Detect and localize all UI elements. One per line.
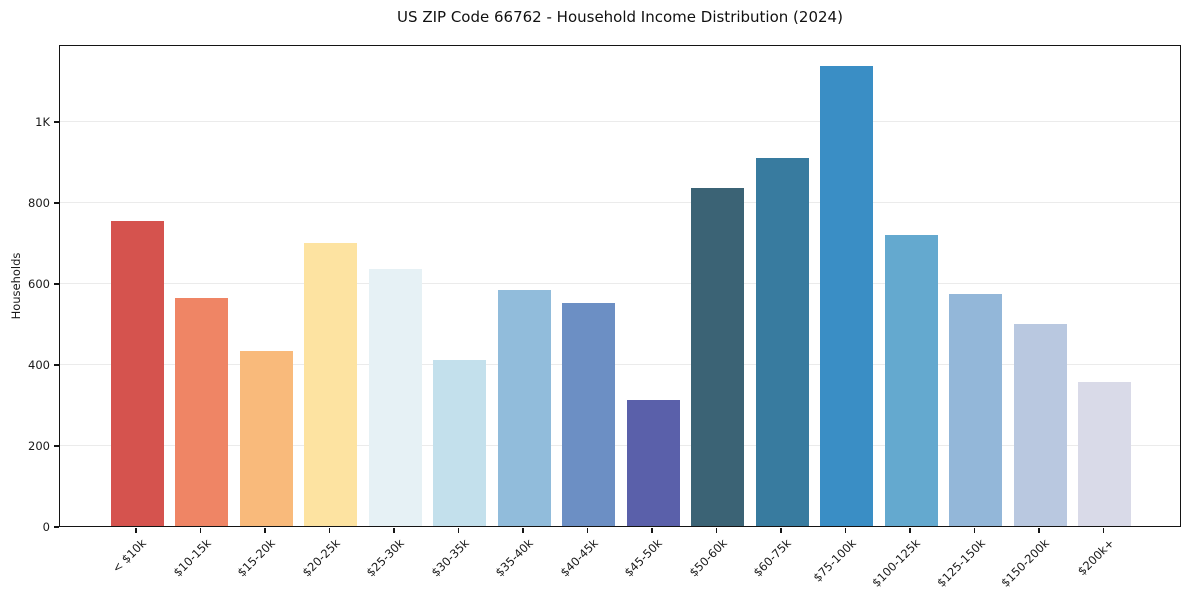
gridline-y-800 [60,201,1180,203]
bar-$200k+ [1078,382,1131,526]
bar-$45-50k [626,400,680,526]
y-tick-mark-600 [54,283,59,285]
bar-$75-100k [820,66,873,526]
x-tick-label-< $10k: < $10k [109,536,149,576]
bar-$60-75k [755,158,809,526]
bar-$150-200k [1013,324,1067,526]
x-tick-mark-$10-15k [199,528,202,533]
y-tick-label-800: 800 [28,195,50,210]
x-tick-label-$200k+: $200k+ [1074,536,1117,579]
x-tick-mark-$15-20k [264,528,266,533]
gridline-y-1000 [60,120,1180,122]
bar-$25-30k [368,269,422,526]
y-tick-label-0: 0 [42,519,50,534]
bar-$20-25k [304,243,357,526]
x-tick-label-$10-15k: $10-15k [169,536,214,580]
x-tick-mark-$20-25k [328,528,331,533]
x-tick-label-$150-200k: $150-200k [998,536,1052,590]
y-tick-mark-200 [54,445,59,447]
x-tick-label-$50-60k: $50-60k [685,536,730,580]
y-tick-label-200: 200 [28,438,50,453]
bar-$30-35k [433,360,486,526]
x-tick-mark-$25-30k [393,528,395,533]
y-tick-label-600: 600 [28,276,50,291]
bar-$15-20k [239,351,293,526]
x-tick-label-$15-20k: $15-20k [234,536,278,580]
x-tick-mark-$35-40k [522,528,524,533]
y-tick-label-1000: 1K [35,114,50,129]
x-tick-mark-$60-75k [780,528,782,533]
y-tick-mark-800 [54,202,59,204]
x-tick-mark-$50-60k [715,528,718,533]
y-tick-mark-1000 [54,121,59,123]
gridline-y-400 [60,363,1180,365]
bar-$125-150k [949,294,1002,526]
x-tick-label-$20-25k: $20-25k [298,536,343,580]
x-tick-label-$40-45k: $40-45k [556,536,601,580]
x-tick-label-$75-100k: $75-100k [809,536,859,585]
x-tick-mark-$30-35k [457,528,460,533]
x-tick-mark-$40-45k [586,528,589,533]
x-tick-label-$30-35k: $30-35k [427,536,472,580]
x-tick-mark-$150-200k [1038,528,1040,533]
bar-< $10k [110,221,164,526]
plot-area [59,45,1181,527]
x-tick-label-$125-150k: $125-150k [933,536,988,590]
x-tick-label-$60-75k: $60-75k [750,536,794,580]
gridline-y-600 [60,282,1180,284]
x-tick-label-$100-125k: $100-125k [869,536,923,590]
bar-$10-15k [175,298,228,526]
y-tick-mark-400 [54,364,59,366]
x-tick-label-$25-30k: $25-30k [363,536,407,580]
x-tick-mark-< $10k [135,528,137,533]
chart-title: US ZIP Code 66762 - Household Income Dis… [397,8,843,26]
bar-$40-45k [562,303,615,526]
x-tick-label-$35-40k: $35-40k [492,536,536,580]
x-tick-mark-$200k+ [1102,528,1105,533]
x-tick-label-$45-50k: $45-50k [621,536,665,580]
gridline-y-200 [60,444,1180,446]
y-tick-mark-0 [54,526,59,528]
x-tick-mark-$75-100k [844,528,847,533]
x-tick-mark-$45-50k [651,528,653,533]
x-tick-mark-$125-150k [973,528,976,533]
y-tick-label-400: 400 [28,357,50,372]
bar-$35-40k [497,290,551,526]
bar-$50-60k [691,188,744,526]
x-tick-mark-$100-125k [909,528,911,533]
bar-$100-125k [884,235,938,526]
